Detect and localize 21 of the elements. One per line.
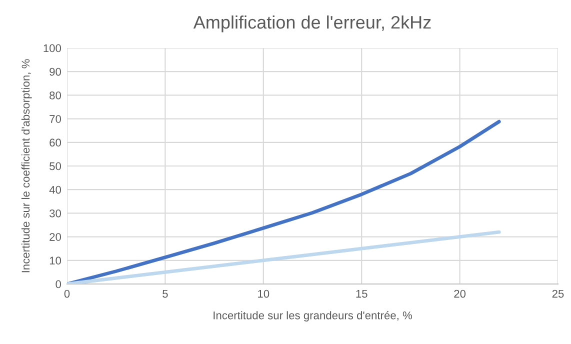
y-tick-label: 90 bbox=[50, 68, 62, 76]
x-tick-label: 0 bbox=[64, 290, 70, 298]
y-tick-label: 20 bbox=[50, 233, 62, 241]
y-tick-label: 50 bbox=[50, 162, 62, 170]
chart-title: Amplification de l'erreur, 2kHz bbox=[193, 15, 431, 32]
x-tick-label: 20 bbox=[454, 290, 466, 298]
x-tick-label: 25 bbox=[552, 290, 564, 298]
x-tick-label: 5 bbox=[162, 290, 168, 298]
y-tick-label: 0 bbox=[56, 280, 62, 288]
x-tick-label: 10 bbox=[258, 290, 270, 298]
y-tick-label: 80 bbox=[50, 91, 62, 100]
y-axis-title: Incertitude sur le coefficient d'absorption, % bbox=[21, 59, 32, 272]
x-axis-title: Incertitude sur les grandeurs d'entrée, % bbox=[214, 311, 412, 322]
x-tick-label: 15 bbox=[356, 290, 368, 298]
y-tick-label: 40 bbox=[49, 186, 62, 194]
y-tick-label: 100 bbox=[44, 44, 62, 52]
y-tick-label: 10 bbox=[50, 256, 62, 265]
y-tick-label: 30 bbox=[50, 209, 62, 218]
y-tick-label: 70 bbox=[50, 115, 62, 123]
y-tick-label: 60 bbox=[50, 138, 62, 147]
line-series bbox=[67, 120, 501, 284]
